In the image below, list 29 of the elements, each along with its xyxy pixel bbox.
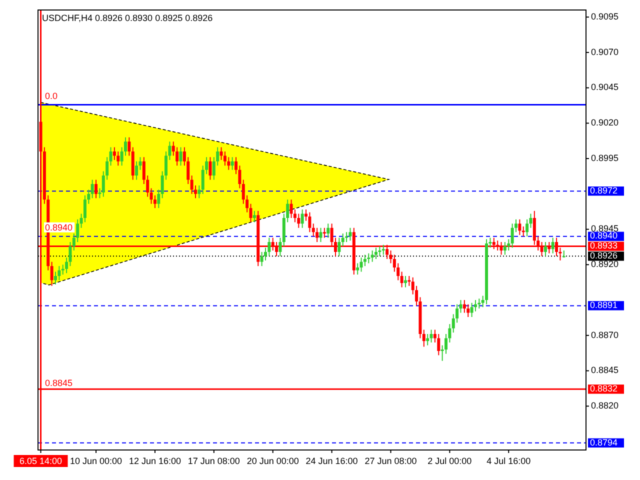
ref-line-label: 0.8832: [590, 384, 618, 394]
x-tick-label: 27 Jun 08:00: [364, 456, 417, 466]
ref-line-label: 0.8933: [590, 240, 618, 251]
y-tick-label: 0.8845: [591, 365, 619, 376]
ref-line-label: 0.8891: [590, 300, 618, 310]
y-tick-label: 0.8920: [591, 259, 619, 270]
y-tick-label: 0.9095: [591, 11, 619, 22]
x-tick-label: 10 Jun 00:00: [70, 456, 122, 466]
ref-line-label: 0.8926: [590, 250, 618, 261]
x-tick-label: 6.05 14:00: [19, 456, 62, 466]
y-tick-label: 0.9045: [591, 82, 619, 92]
annotation: 0.8845: [45, 378, 73, 388]
ref-line-label: 0.8794: [590, 437, 618, 448]
y-tick-label: 0.8820: [591, 400, 619, 411]
y-tick-label: 0.8995: [591, 152, 619, 163]
y-tick-label: 0.9070: [591, 46, 619, 57]
y-tick-label: 0.8870: [591, 330, 619, 340]
ref-line-label: 0.8940: [590, 230, 618, 241]
x-tick-label: 4 Jul 16:00: [486, 456, 531, 466]
chart-title: USDCHF,H4 0.8926 0.8930 0.8925 0.8926: [42, 13, 213, 23]
x-tick-label: 2 Jul 00:00: [428, 456, 472, 466]
annotation: 0.0: [45, 90, 58, 101]
x-tick-label: 12 Jun 16:00: [128, 456, 181, 466]
y-tick-label: 0.9020: [591, 118, 619, 128]
x-tick-label: 20 Jun 00:00: [246, 456, 299, 466]
ref-line-label: 0.8972: [590, 185, 618, 196]
x-tick-label: 24 Jun 16:00: [306, 456, 358, 466]
x-tick-label: 17 Jun 08:00: [188, 456, 240, 466]
annotation: 0.8940: [45, 222, 73, 232]
